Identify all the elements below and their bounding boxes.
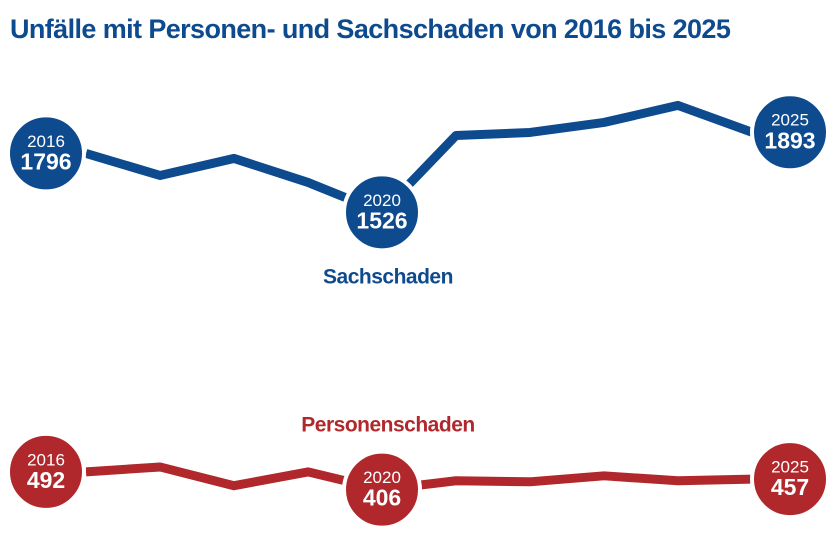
series-label: Sachschaden [323, 266, 453, 289]
highlight-year: 2016 [27, 132, 65, 151]
highlight-value: 406 [363, 485, 401, 511]
highlight-year: 2020 [363, 191, 401, 210]
highlight-value: 1526 [356, 207, 407, 233]
highlight-circle [750, 92, 829, 173]
highlight-year: 2025 [771, 111, 809, 130]
highlight-value: 457 [771, 474, 809, 500]
highlight-circle [342, 449, 422, 530]
highlight-year: 2020 [363, 468, 401, 487]
chart-title: Unfälle mit Personen- und Sachschaden vo… [10, 14, 731, 44]
series-label: Personenschaden [301, 414, 474, 437]
series-line [84, 100, 754, 217]
highlight-circle [750, 439, 829, 520]
highlight-circle [342, 172, 422, 253]
highlight-value: 492 [27, 467, 65, 493]
highlight-year: 2025 [771, 458, 809, 477]
highlight-year: 2016 [27, 450, 65, 469]
highlight-circle [6, 431, 86, 512]
highlight-value: 1796 [20, 148, 71, 174]
highlight-value: 1893 [764, 127, 815, 153]
highlight-circle [6, 113, 86, 194]
